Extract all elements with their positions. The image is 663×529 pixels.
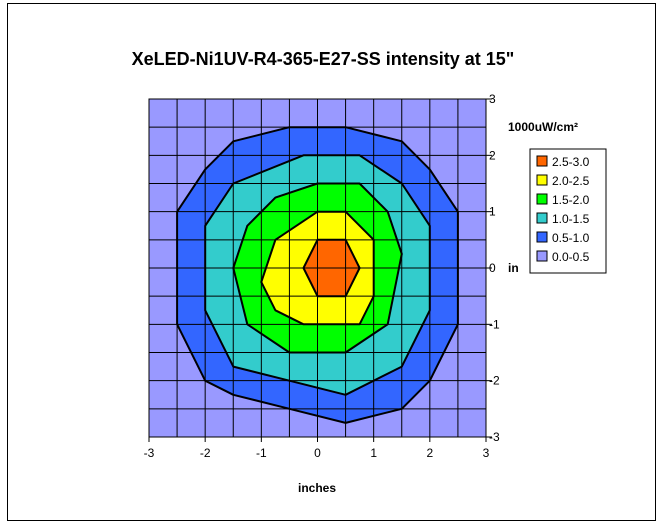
plot-area — [148, 98, 487, 438]
x-axis-label: inches — [298, 481, 336, 495]
y-tick-label: 1 — [489, 205, 496, 219]
legend-label: 2.5-3.0 — [552, 155, 590, 169]
legend: 2.5-3.0 2.0-2.5 1.5-2.0 1.0-1.5 0.5-1.0 0.0-0… — [529, 148, 607, 274]
x-tick-label: -3 — [144, 446, 155, 460]
y-tick-label: 2 — [489, 148, 496, 162]
legend-label: 0.5-1.0 — [552, 231, 590, 245]
y-tick-label: -1 — [489, 317, 500, 331]
y-tick-label: 0 — [489, 261, 496, 275]
legend-swatch — [536, 174, 548, 186]
legend-label: 2.0-2.5 — [552, 174, 590, 188]
legend-swatch — [536, 212, 548, 224]
legend-label: 1.0-1.5 — [552, 212, 590, 226]
x-tick-label: 3 — [483, 446, 490, 460]
x-axis-ticks: -3 -2 -1 0 1 2 3 — [144, 437, 490, 460]
legend-swatch — [536, 155, 548, 167]
x-tick-label: -1 — [256, 446, 267, 460]
x-tick-label: 2 — [426, 446, 433, 460]
legend-label: 1.5-2.0 — [552, 193, 590, 207]
y-tick-label: 3 — [489, 92, 496, 106]
x-tick-label: 0 — [314, 446, 321, 460]
y-tick-label: -3 — [489, 430, 500, 444]
x-tick-label: 1 — [370, 446, 377, 460]
legend-swatch — [536, 231, 548, 243]
contour-chart: XeLED-Ni1UV-R4-365-E27-SS intensity at 1… — [132, 49, 607, 495]
chart-frame: XeLED-Ni1UV-R4-365-E27-SS intensity at 1… — [7, 3, 656, 521]
y-tick-label: -2 — [489, 374, 500, 388]
x-tick-label: -2 — [200, 446, 211, 460]
legend-swatch — [536, 250, 548, 262]
y-axis-ticks: 3 2 1 0 -1 -2 -3 — [486, 92, 500, 444]
y-axis-label: in — [508, 261, 519, 275]
legend-label: 0.0-0.5 — [552, 250, 590, 264]
legend-swatch — [536, 193, 548, 205]
chart-title: XeLED-Ni1UV-R4-365-E27-SS intensity at 1… — [132, 49, 515, 69]
unit-label: 1000uW/cm² — [508, 120, 578, 134]
